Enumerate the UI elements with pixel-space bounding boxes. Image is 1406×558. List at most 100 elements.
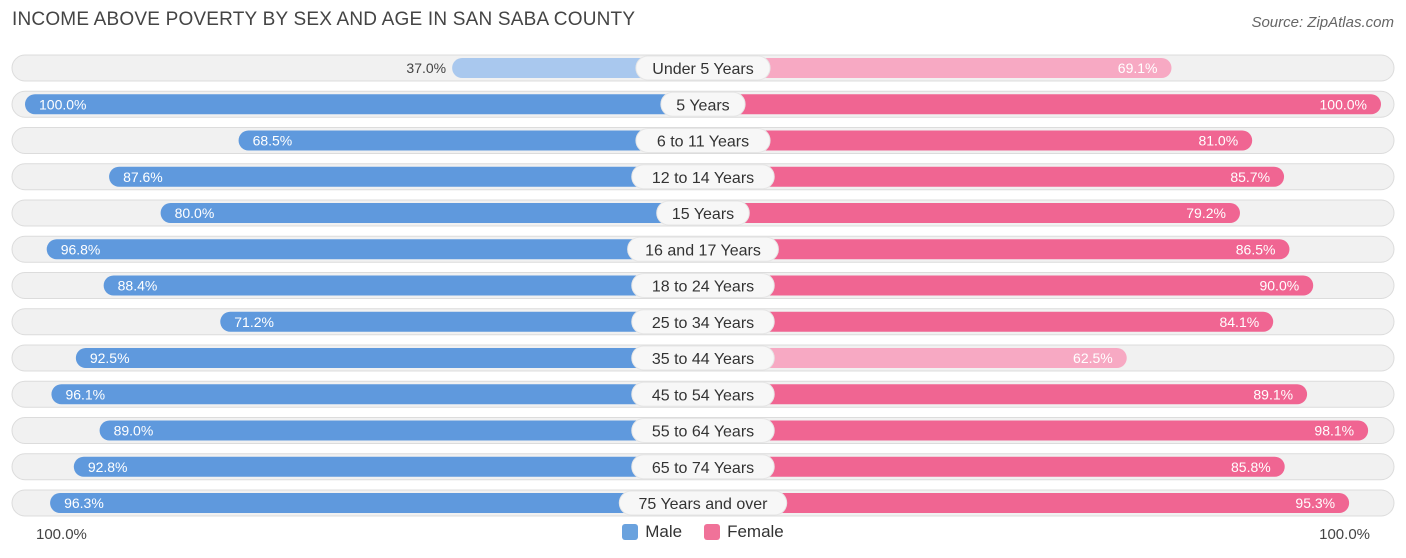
female-value-label: 84.1%: [1219, 314, 1259, 330]
legend-label-male: Male: [645, 522, 683, 541]
category-pill: [631, 418, 775, 443]
male-bar: [25, 94, 703, 115]
category-label: 12 to 14 Years: [652, 170, 754, 187]
category-pill: [631, 164, 775, 190]
bar-row: 96.1% 89.1% 45 to 54 Years: [11, 380, 1395, 408]
male-bar: [238, 130, 703, 151]
female-bar: [703, 94, 1381, 115]
axis-label-left: 100.0%: [36, 526, 87, 543]
female-value-label: 81.0%: [1198, 133, 1238, 149]
category-label: 15 Years: [672, 206, 734, 223]
category-pill: [631, 273, 775, 298]
bar-row: 92.8% 85.8% 65 to 74 Years: [11, 453, 1395, 481]
female-bar: [703, 203, 1240, 223]
category-label: 18 to 24 Years: [652, 279, 754, 296]
female-value-label: 62.5%: [1073, 350, 1113, 366]
male-value-label: 88.4%: [118, 278, 158, 294]
female-bar: [703, 275, 1314, 296]
chart-title: INCOME ABOVE POVERTY BY SEX AND AGE IN S…: [12, 9, 636, 30]
category-pill: [631, 309, 775, 335]
category-pill: [631, 454, 775, 480]
female-bar: [703, 58, 1172, 78]
bar-row: 89.0% 98.1% 55 to 64 Years: [11, 417, 1395, 444]
category-pill: [660, 91, 746, 117]
source-credit: Source: ZipAtlas.com: [1251, 14, 1394, 31]
category-pill: [618, 490, 788, 516]
bar-row: 100.0% 100.0% 5 Years: [11, 90, 1395, 118]
bar-row: 87.6% 85.7% 12 to 14 Years: [11, 163, 1395, 191]
legend-swatch-female: [704, 524, 721, 540]
male-value-label: 89.0%: [114, 423, 154, 439]
male-bar: [109, 166, 703, 187]
legend-swatch-male: [622, 524, 639, 540]
category-label: Under 5 Years: [652, 61, 753, 78]
category-pill: [627, 236, 779, 262]
chart-area: 37.0% 69.1% Under 5 Years 100.0% 100.0% 5 Yea…: [11, 54, 1395, 517]
female-value-label: 86.5%: [1236, 241, 1276, 257]
legend-item-female: Female: [704, 522, 784, 542]
axis-label-right: 100.0%: [1319, 526, 1370, 543]
female-value-label: 69.1%: [1118, 60, 1158, 76]
legend-label-female: Female: [727, 522, 784, 541]
male-value-label: 92.8%: [88, 459, 128, 475]
male-bar: [103, 275, 703, 296]
bar-row: 71.2% 84.1% 25 to 34 Years: [11, 308, 1395, 336]
male-value-label: 100.0%: [39, 96, 86, 112]
male-bar: [99, 420, 703, 441]
female-bar: [703, 239, 1290, 260]
bar-row: 96.3% 95.3% 75 Years and over: [11, 489, 1395, 517]
category-label: 75 Years and over: [639, 496, 769, 513]
category-pill: [631, 345, 775, 371]
male-bar: [220, 311, 703, 332]
category-label: 16 and 17 Years: [645, 242, 761, 259]
category-label: 6 to 11 Years: [657, 134, 749, 151]
bar-row: 68.5% 81.0% 6 to 11 Years: [11, 127, 1395, 154]
female-value-label: 79.2%: [1186, 205, 1226, 221]
female-bar: [703, 166, 1285, 187]
female-value-label: 90.0%: [1259, 278, 1299, 294]
female-bar: [703, 311, 1274, 332]
male-value-label: 71.2%: [234, 314, 274, 330]
male-value-label: 80.0%: [175, 205, 215, 221]
female-bar: [703, 130, 1253, 151]
bar-row: 96.8% 86.5% 16 and 17 Years: [11, 235, 1395, 263]
category-label: 35 to 44 Years: [652, 351, 754, 368]
male-value-label: 92.5%: [90, 350, 130, 366]
category-label: 55 to 64 Years: [652, 424, 754, 441]
category-pill: [635, 55, 771, 81]
female-bar: [703, 493, 1350, 513]
bar-row: 80.0% 79.2% 15 Years: [11, 199, 1395, 227]
male-value-label: 96.3%: [64, 495, 104, 511]
female-bar: [703, 420, 1369, 441]
male-value-label: 68.5%: [253, 133, 293, 149]
male-value-label: 96.1%: [65, 386, 105, 402]
female-value-label: 85.7%: [1230, 169, 1270, 185]
category-pill: [635, 128, 771, 153]
male-value-label: 96.8%: [61, 241, 101, 257]
male-bar: [75, 348, 704, 368]
category-label: 5 Years: [676, 97, 729, 114]
female-value-label: 89.1%: [1253, 386, 1293, 402]
female-bar: [703, 384, 1308, 405]
legend: Male Female: [0, 522, 1406, 542]
male-bar: [51, 384, 703, 405]
female-value-label: 95.3%: [1295, 495, 1335, 511]
female-bar: [703, 348, 1127, 368]
category-label: 25 to 34 Years: [652, 315, 754, 332]
bar-row: 88.4% 90.0% 18 to 24 Years: [11, 272, 1395, 299]
female-value-label: 98.1%: [1314, 423, 1354, 439]
male-bar: [50, 493, 703, 513]
female-value-label: 85.8%: [1231, 459, 1271, 475]
category-pill: [631, 381, 775, 407]
female-value-label: 100.0%: [1320, 96, 1367, 112]
category-label: 65 to 74 Years: [652, 460, 754, 477]
male-bar: [46, 239, 704, 260]
legend-item-male: Male: [622, 522, 682, 542]
bar-row: 37.0% 69.1% Under 5 Years: [11, 54, 1395, 82]
male-bar: [160, 203, 704, 223]
category-pill: [656, 200, 750, 226]
female-bar: [703, 456, 1285, 477]
bar-row: 92.5% 62.5% 35 to 44 Years: [11, 344, 1395, 372]
male-bar: [73, 456, 704, 477]
male-value-label: 87.6%: [123, 169, 163, 185]
